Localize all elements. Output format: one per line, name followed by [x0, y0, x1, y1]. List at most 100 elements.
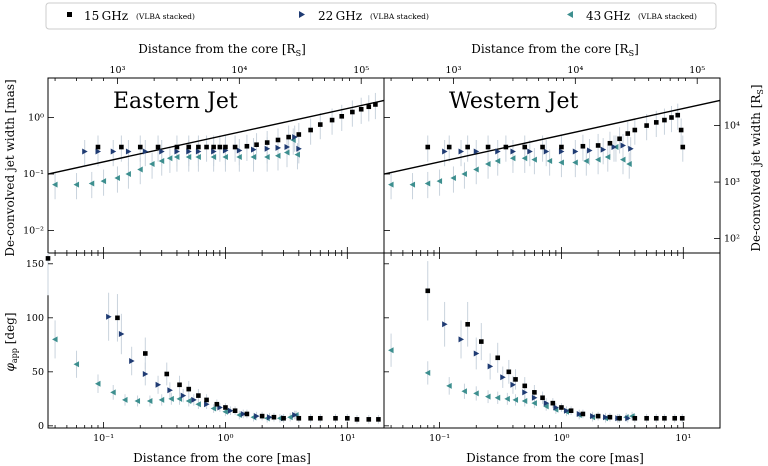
- phi-point-43ghz: [512, 396, 519, 403]
- phi-point-15ghz: [142, 351, 148, 356]
- phi-point-15ghz: [354, 417, 360, 422]
- y-tick-label: 10⁻¹: [23, 169, 44, 180]
- phi-point-15ghz: [662, 415, 667, 421]
- legend-marker-15ghz: [67, 12, 72, 17]
- phi-point-22ghz: [531, 394, 538, 401]
- x-tick-label: 10⁻¹: [93, 433, 114, 444]
- width-point-22ghz: [284, 144, 291, 151]
- phi-point-43ghz: [210, 405, 217, 412]
- phi-point-15ghz: [506, 369, 512, 375]
- phi-point-15ghz: [559, 405, 564, 410]
- phi-point-43ghz: [236, 412, 242, 419]
- width-point-22ghz: [236, 147, 243, 154]
- width-point-22ghz: [125, 148, 132, 155]
- width-point-22ghz: [600, 146, 607, 153]
- width-point-15ghz: [329, 117, 335, 123]
- width-point-15ghz: [296, 132, 302, 137]
- phi-point-15ghz: [45, 256, 51, 261]
- width-point-15ghz: [366, 104, 372, 110]
- width-point-15ghz: [358, 106, 364, 112]
- width-point-43ghz: [531, 156, 537, 163]
- phi-point-43ghz: [122, 396, 128, 403]
- width-point-43ghz: [173, 153, 180, 160]
- width-point-43ghz: [620, 156, 626, 163]
- legend-label-15ghz: 15 GHz: [84, 9, 128, 23]
- width-point-15ghz: [680, 144, 686, 150]
- width-point-43ghz: [521, 155, 528, 162]
- width-point-15ghz: [95, 144, 101, 150]
- phi-point-22ghz: [191, 396, 197, 403]
- width-point-22ghz: [442, 148, 448, 155]
- width-point-15ghz: [595, 143, 601, 148]
- right-y-tick-label: 10⁴: [724, 121, 740, 132]
- left-axis-label-phi: φapp [deg]: [3, 312, 19, 371]
- phi-point-43ghz: [446, 382, 452, 389]
- width-point-22ghz: [195, 148, 202, 155]
- width-point-22ghz: [620, 142, 627, 149]
- phi-point-15ghz: [232, 408, 238, 414]
- top-x-tick-label: 10³: [445, 65, 461, 76]
- phi-point-22ghz: [510, 381, 516, 388]
- phi-point-22ghz: [625, 415, 631, 422]
- width-point-15ghz: [244, 143, 250, 149]
- legend-entry-43ghz: 43 GHz (VLBA stacked): [567, 9, 697, 23]
- width-point-22ghz: [211, 148, 217, 155]
- width-point-22ghz: [495, 148, 501, 155]
- width-point-15ghz: [275, 137, 281, 143]
- width-point-22ghz: [174, 148, 180, 155]
- width-point-43ghz: [52, 181, 58, 188]
- width-point-22ghz: [611, 144, 618, 151]
- legend-sub-43ghz: (VLBA stacked): [638, 12, 697, 21]
- phi-point-22ghz: [563, 407, 570, 414]
- phi-point-15ghz: [333, 415, 338, 421]
- width-fit-line-west: [383, 99, 721, 175]
- phi-point-22ghz: [553, 404, 559, 411]
- phi-point-15ghz: [281, 415, 286, 421]
- phi-point-15ghz: [223, 405, 228, 410]
- phi-point-15ghz: [522, 383, 528, 389]
- phi-point-15ghz: [595, 413, 601, 419]
- width-point-43ghz: [185, 153, 192, 160]
- width-point-43ghz: [485, 161, 491, 168]
- width-fit-line-east: [47, 99, 385, 175]
- width-point-43ghz: [114, 174, 120, 181]
- width-point-43ghz: [73, 181, 80, 188]
- width-point-22ghz: [275, 144, 282, 151]
- width-point-15ghz: [485, 144, 491, 150]
- phi-point-15ghz: [376, 417, 381, 422]
- width-point-43ghz: [546, 157, 553, 164]
- phi-point-15ghz: [177, 382, 182, 388]
- width-point-15ghz: [350, 109, 355, 115]
- width-point-43ghz: [595, 156, 601, 163]
- phi-point-15ghz: [653, 415, 659, 421]
- phi-point-15ghz: [308, 415, 313, 421]
- width-point-43ghz: [436, 178, 443, 185]
- phi-point-15ghz: [617, 415, 622, 421]
- phi-panel-frame-east: [47, 252, 385, 429]
- width-point-22ghz: [264, 145, 271, 152]
- width-point-15ghz: [254, 142, 259, 148]
- y-tick-label: 10⁰: [28, 112, 44, 123]
- phi-point-15ghz: [244, 411, 250, 417]
- width-point-22ghz: [292, 134, 298, 141]
- width-point-22ghz: [458, 148, 465, 155]
- right-y-tick-label: 10²: [724, 234, 740, 245]
- phi-point-43ghz: [146, 397, 153, 404]
- width-point-43ghz: [149, 161, 155, 168]
- phi-point-15ghz: [366, 417, 372, 422]
- width-point-43ghz: [558, 159, 564, 166]
- phi-point-22ghz: [180, 392, 187, 399]
- width-point-43ghz: [125, 171, 131, 178]
- width-point-43ghz: [210, 153, 217, 160]
- phi-point-22ghz: [106, 313, 112, 320]
- width-point-15ghz: [669, 115, 674, 120]
- phi-point-15ghz: [465, 321, 470, 327]
- legend-sub-22ghz: (VLBA stacked): [370, 12, 429, 21]
- phi-point-43ghz: [134, 397, 141, 404]
- phi-point-43ghz: [485, 393, 491, 400]
- phi-point-43ghz: [473, 390, 479, 397]
- phi-point-22ghz: [240, 410, 247, 417]
- phi-point-15ghz: [196, 393, 201, 398]
- phi-point-22ghz: [487, 363, 494, 370]
- x-tick-label: 10⁻¹: [429, 433, 450, 444]
